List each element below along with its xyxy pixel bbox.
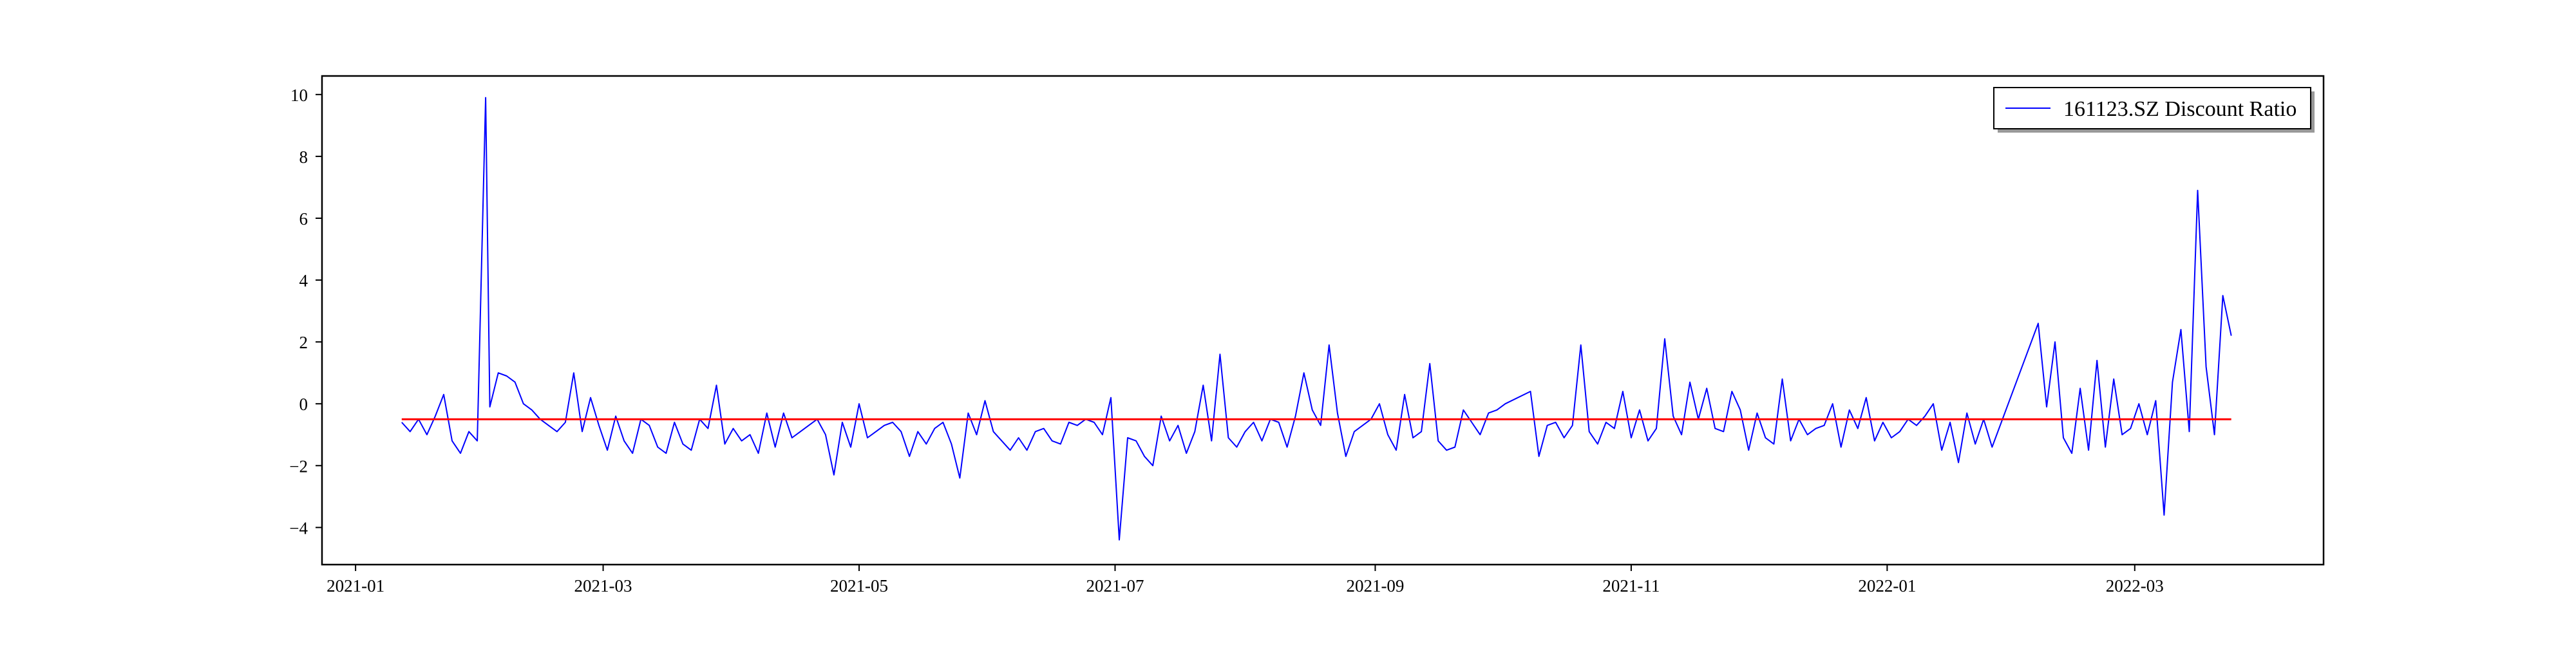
x-tick-label: 2021-05 <box>830 576 888 595</box>
y-axis: −4 −2 0 2 4 6 8 10 <box>289 86 322 538</box>
series-layer <box>401 97 2232 541</box>
x-tick-label: 2021-09 <box>1346 576 1404 595</box>
x-axis: 2021-01 2021-03 2021-05 2021-07 2021-09 2021-… <box>327 565 2164 595</box>
legend-label: 161123.SZ Discount Ratio <box>2063 97 2297 121</box>
x-tick-label: 2021-01 <box>327 576 384 595</box>
y-tick-label: 10 <box>290 86 308 105</box>
x-tick-label: 2022-03 <box>2106 576 2164 595</box>
x-tick-label: 2022-01 <box>1858 576 1916 595</box>
y-tick-label: −2 <box>289 456 308 476</box>
y-tick-label: 4 <box>299 271 308 290</box>
x-tick-label: 2021-11 <box>1602 576 1660 595</box>
plot-frame <box>321 75 2325 566</box>
y-tick-label: −4 <box>289 518 308 538</box>
y-tick-label: 0 <box>299 395 308 414</box>
x-tick-label: 2021-07 <box>1086 576 1144 595</box>
legend: 161123.SZ Discount Ratio <box>1993 87 2315 133</box>
series-line-discount-ratio <box>401 97 2232 541</box>
y-tick-label: 2 <box>299 333 308 352</box>
y-tick-label: 6 <box>299 209 308 229</box>
x-tick-label: 2021-03 <box>574 576 632 595</box>
y-tick-label: 8 <box>299 147 308 167</box>
plot-area <box>322 76 2324 565</box>
